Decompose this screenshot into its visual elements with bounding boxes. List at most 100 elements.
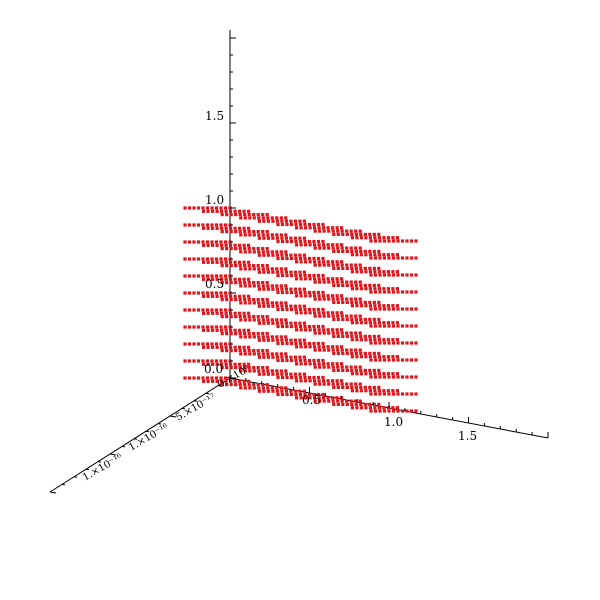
data-point [299,396,303,400]
data-point [225,383,229,387]
data-point [257,236,261,240]
data-point [359,402,363,406]
data-point [373,341,378,345]
data-point [243,332,247,336]
data-point [326,243,330,247]
data-point [266,219,270,223]
data-point [276,375,280,380]
data-point [302,304,306,308]
data-point [247,294,251,298]
data-point [183,342,187,346]
data-point [387,290,391,294]
data-point [387,273,391,277]
data-point [307,256,312,261]
data-point [285,392,289,397]
data-point [266,301,270,305]
data-point [279,301,283,305]
data-point [299,379,303,383]
data-point [285,239,289,244]
data-point [229,213,233,217]
data-point [318,229,322,233]
data-point [391,338,395,342]
data-point [223,342,228,346]
data-point [345,229,349,233]
data-point [214,291,219,295]
data-point [220,332,224,336]
data-point [261,383,265,387]
data-point [229,264,233,268]
data-point [414,341,418,345]
data-point [225,315,229,319]
data-point [377,368,381,372]
data-point [336,351,340,355]
data-point [303,392,307,397]
data-point [350,402,354,406]
data-point [280,341,285,346]
data-point [289,304,293,308]
data-point [341,232,345,236]
data-point [219,206,223,210]
data-point [279,284,283,288]
data-point [350,351,354,355]
z-tick-label: 0.0 [204,362,223,376]
data-point [233,209,237,213]
data-point [409,324,414,328]
data-point [252,318,256,322]
data-point [373,273,378,277]
data-point [345,232,349,236]
data-point [206,362,210,366]
data-point [313,379,317,383]
data-point [261,318,265,322]
data-point [205,291,210,295]
data-point [322,379,326,383]
data-point [336,232,340,236]
data-point [252,213,256,217]
data-point [215,209,219,213]
data-point [326,396,330,400]
data-point [321,341,325,346]
data-point [257,267,261,271]
data-point [317,260,321,264]
data-point [211,277,215,281]
data-point [327,314,331,318]
data-point [331,294,335,298]
data-point [395,270,399,274]
data-point [196,223,201,227]
data-point [318,263,322,267]
data-point [187,376,192,380]
data-point [238,294,242,298]
data-point [261,247,265,251]
data-point [298,290,303,295]
data-point [257,369,261,373]
data-point [275,287,279,291]
data-point [373,304,377,308]
data-point [358,229,362,233]
data-point [312,324,316,329]
data-point [210,274,214,278]
data-point [409,239,414,243]
data-point [364,287,368,291]
data-point [304,226,308,230]
data-point [214,223,219,227]
data-point [284,270,288,274]
data-point [298,307,303,312]
data-point [350,385,354,389]
data-point [395,372,399,376]
data-point [322,382,326,386]
data-point [256,213,260,217]
data-point [215,379,219,383]
data-point [215,328,219,332]
data-point [219,325,223,329]
data-point [298,236,302,240]
data-point [336,399,340,403]
data-point [219,257,223,261]
data-point [414,375,418,379]
data-point [317,396,321,400]
data-point [247,281,251,285]
data-point [372,402,376,406]
data-point [280,239,285,244]
data-point [293,253,297,257]
data-point [233,311,237,315]
data-point [229,243,233,247]
data-point [242,226,246,230]
